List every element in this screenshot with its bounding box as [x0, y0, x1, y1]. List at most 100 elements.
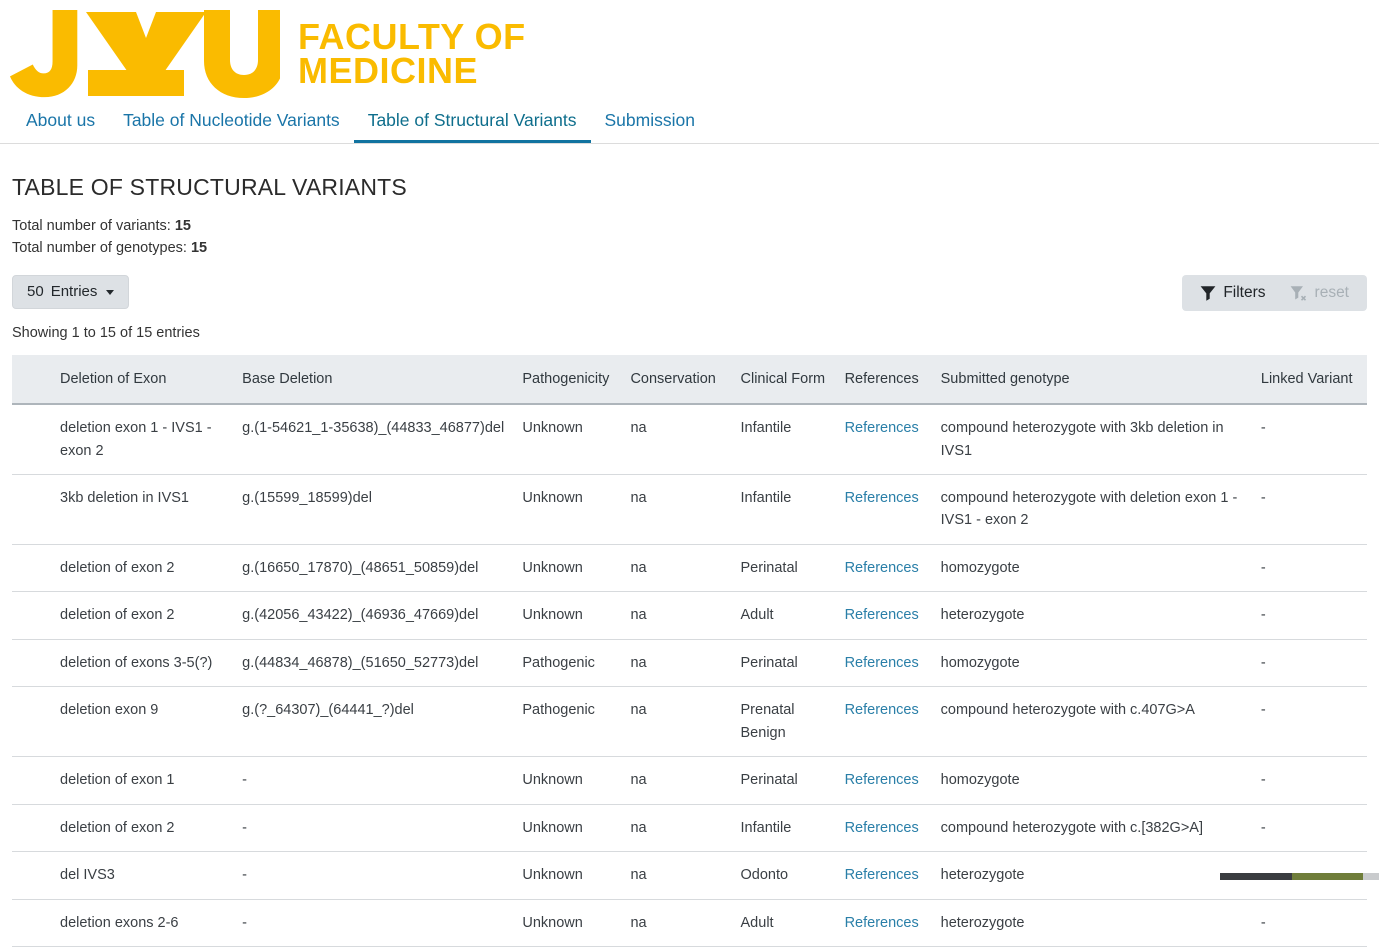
cell-references: References — [836, 474, 933, 545]
cell-conservation: na — [622, 591, 733, 640]
column-header-references[interactable]: References — [836, 355, 933, 406]
logo-line-1: FACULTY OF — [298, 15, 526, 57]
cell-conservation: na — [622, 404, 733, 476]
cell-clinical-form: Infantile — [732, 474, 837, 545]
jmu-logo-icon — [9, 10, 280, 98]
cell-conservation: na — [622, 756, 733, 805]
main-content: TABLE OF STRUCTURAL VARIANTS Total numbe… — [0, 174, 1379, 947]
showing-entries-text: Showing 1 to 15 of 15 entries — [12, 325, 200, 342]
cell-genotype: compound heterozygote with c.407G>A — [932, 686, 1253, 758]
cell-pathogenicity: Pathogenic — [514, 686, 623, 758]
references-link[interactable]: References — [844, 867, 919, 884]
references-link[interactable]: References — [844, 559, 919, 576]
cell-clinical-form: Adult — [732, 591, 837, 640]
cell-exon: deletion of exon 1 — [12, 756, 235, 805]
cell-linked: - — [1252, 686, 1367, 758]
cell-exon: 3kb deletion in IVS1 — [12, 474, 235, 545]
cell-clinical-form: Odonto — [732, 851, 837, 900]
cell-base: - — [234, 899, 515, 947]
references-link[interactable]: References — [844, 772, 919, 789]
references-link[interactable]: References — [844, 914, 919, 931]
references-link[interactable]: References — [844, 702, 919, 719]
references-link[interactable]: References — [844, 420, 919, 437]
total-variants-label: Total number of variants: — [12, 218, 171, 234]
footer-bar-olive-segment — [1291, 873, 1364, 880]
cell-exon: deletion exon 1 - IVS1 - exon 2 — [12, 404, 235, 476]
table-row: deletion of exon 2 g.(42056_43422)_(46936… — [12, 591, 1367, 640]
column-header-conservation[interactable]: Conservation — [622, 355, 733, 406]
references-link[interactable]: References — [844, 607, 919, 624]
column-header-pathogenicity[interactable]: Pathogenicity — [514, 355, 623, 406]
chevron-down-icon — [106, 289, 115, 295]
cell-exon: deletion of exon 2 — [12, 591, 235, 640]
logo-line-2: MEDICINE — [298, 50, 479, 91]
cell-linked: - — [1252, 404, 1367, 476]
cell-references: References — [836, 851, 933, 900]
total-variants-row: Total number of variants: 15 — [12, 215, 1367, 237]
filters-label: Filters — [1223, 284, 1266, 302]
cell-pathogenicity: Unknown — [514, 474, 623, 545]
cell-references: References — [836, 544, 933, 593]
table-row: deletion of exons 3-5(?) g.(44834_46878)_… — [12, 639, 1367, 688]
cell-base: - — [234, 804, 515, 853]
cell-conservation: na — [622, 544, 733, 593]
footer-bar-dark-segment — [1220, 873, 1292, 880]
references-link[interactable]: References — [844, 490, 919, 507]
column-header-deletion-of-exon[interactable]: Deletion of Exon — [12, 355, 235, 406]
cell-linked: - — [1252, 899, 1367, 947]
column-header-linked-variant[interactable]: Linked Variant — [1252, 355, 1367, 406]
cell-pathogenicity: Unknown — [514, 591, 623, 640]
cell-references: References — [836, 686, 933, 758]
totals-block: Total number of variants: 15 Total numbe… — [12, 215, 1367, 259]
total-genotypes-value: 15 — [190, 240, 208, 257]
filters-button[interactable]: Filters — [1190, 281, 1275, 305]
faculty-title: FACULTY OF MEDICINE — [298, 15, 526, 91]
filter-controls: Filters reset — [1182, 275, 1367, 312]
cell-conservation: na — [622, 686, 733, 758]
variants-table-container: Deletion of Exon Base Deletion Pathogenici… — [12, 355, 1367, 947]
cell-references: References — [836, 639, 933, 688]
footer-color-bar — [1220, 873, 1379, 880]
column-header-clinical-form[interactable]: Clinical Form — [732, 355, 837, 406]
table-body: deletion exon 1 - IVS1 - exon 2 g.(1-5462… — [12, 404, 1367, 947]
column-header-base-deletion[interactable]: Base Deletion — [234, 355, 515, 406]
cell-conservation: na — [622, 851, 733, 900]
cell-genotype: homozygote — [932, 544, 1253, 593]
cell-base: g.(16650_17870)_(48651_50859)del — [234, 544, 515, 593]
entries-per-page-dropdown[interactable]: 50 Entries — [12, 275, 130, 310]
table-header-row: Deletion of Exon Base Deletion Pathogenici… — [12, 355, 1367, 406]
footer-bar-grey-segment — [1363, 873, 1379, 880]
nav-tab-table-of-nucleotide-variants[interactable]: Table of Nucleotide Variants — [123, 110, 340, 130]
cell-references: References — [836, 756, 933, 805]
reset-filters-button[interactable]: reset — [1280, 281, 1359, 305]
site-logo[interactable]: FACULTY OF MEDICINE — [0, 8, 1379, 100]
cell-references: References — [836, 591, 933, 640]
nav-tab-table-of-structural-variants[interactable]: Table of Structural Variants — [353, 100, 591, 143]
cell-conservation: na — [622, 899, 733, 947]
cell-base: g.(1-54621_1-35638)_(44833_46877)del — [234, 404, 515, 476]
table-row: deletion of exon 2 g.(16650_17870)_(48651… — [12, 544, 1367, 593]
main-navigation: About us Table of Nucleotide Variants Tabl… — [0, 100, 1379, 144]
table-row: deletion exon 1 - IVS1 - exon 2 g.(1-5462… — [12, 404, 1367, 476]
cell-conservation: na — [622, 804, 733, 853]
table-row: del IVS3- Unknown na Odonto References hetero… — [12, 851, 1367, 900]
cell-base: g.(?_64307)_(64441_?)del — [234, 686, 515, 758]
table-row: deletion exons 2-6- Unknown na Adult Referen… — [12, 899, 1367, 947]
cell-pathogenicity: Pathogenic — [514, 639, 623, 688]
nav-tab-submission[interactable]: Submission — [604, 110, 695, 130]
total-genotypes-label: Total number of genotypes: — [12, 240, 187, 257]
cell-references: References — [836, 899, 933, 947]
cell-base: g.(15599_18599)del — [234, 474, 515, 545]
cell-exon: deletion of exons 3-5(?) — [12, 639, 235, 688]
table-row: deletion exon 9 g.(?_64307)_(64441_?)del P… — [12, 686, 1367, 758]
cell-references: References — [836, 804, 933, 853]
references-link[interactable]: References — [844, 654, 919, 671]
table-toolbar: 50 Entries Filters reset — [12, 275, 1367, 317]
cell-genotype: homozygote — [932, 756, 1253, 805]
column-header-submitted-genotype[interactable]: Submitted genotype — [932, 355, 1253, 406]
cell-pathogenicity: Unknown — [514, 756, 623, 805]
references-link[interactable]: References — [844, 819, 919, 836]
nav-tab-about-us[interactable]: About us — [26, 110, 96, 130]
cell-conservation: na — [622, 639, 733, 688]
cell-clinical-form: Prenatal Benign — [732, 686, 837, 758]
